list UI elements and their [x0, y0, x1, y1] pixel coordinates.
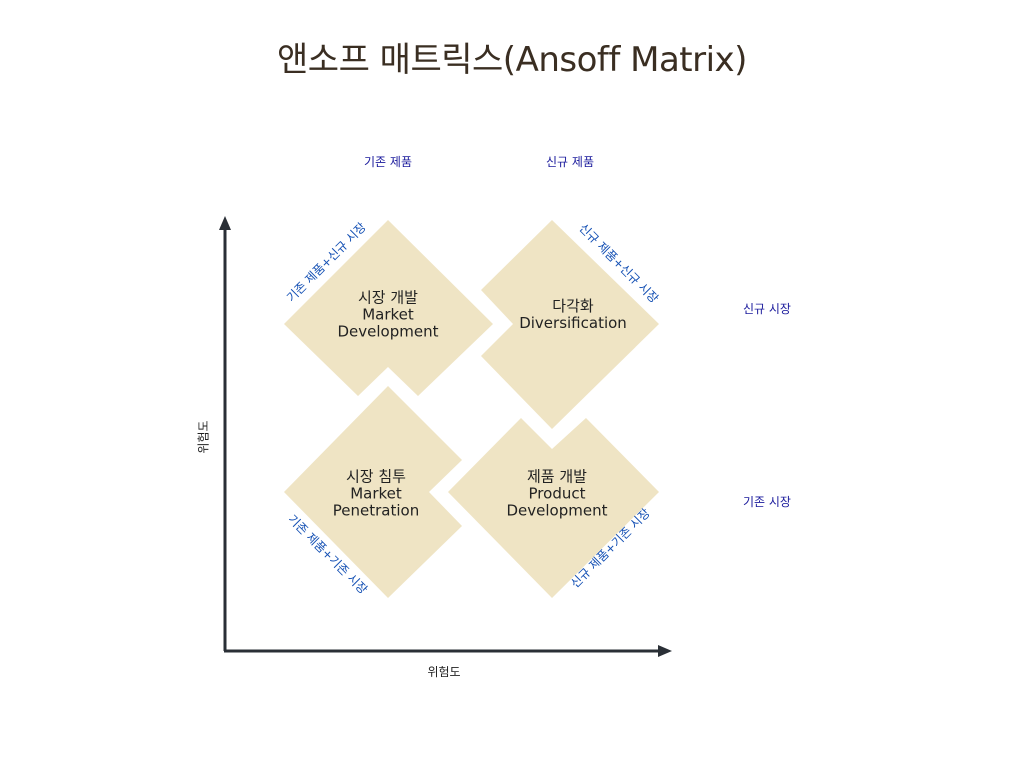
quadrant-market-penetration: 시장 침투 Market Penetration: [332, 467, 420, 520]
row-header-new-market: 신규 시장: [743, 302, 791, 316]
quadrant-title: 다각화: [552, 297, 594, 315]
row-header-existing-market: 기존 시장: [743, 495, 791, 509]
x-axis-arrow-icon: [658, 645, 672, 657]
diversification-diamond: [481, 220, 659, 429]
quadrant-title: 제품 개발: [527, 467, 587, 486]
quadrant-subtitle: Development: [337, 322, 439, 341]
y-axis-arrow-icon: [219, 216, 231, 230]
column-header-new-product: 신규 제품: [546, 155, 594, 169]
market-development-diamond: [284, 220, 493, 396]
quadrant-title: 시장 침투: [346, 467, 406, 486]
quadrant-diversification: 다각화 Diversification: [519, 298, 627, 332]
quadrant-market-development: 시장 개발 Market Development: [337, 288, 439, 341]
market-penetration-diamond: [284, 386, 462, 598]
quadrant-title: 시장 개발: [358, 288, 418, 307]
quadrant-subtitle: Product: [528, 484, 586, 503]
quadrant-subtitle: Market: [350, 484, 402, 503]
quadrant-subtitle: Penetration: [332, 501, 420, 520]
quadrant-product-development: 제품 개발 Product Development: [506, 467, 608, 520]
x-axis-label: 위험도: [427, 665, 461, 679]
quadrant-subtitle: Development: [506, 501, 608, 520]
quadrant-subtitle: Market: [362, 305, 414, 324]
column-header-existing-product: 기존 제품: [364, 155, 412, 169]
quadrant-subtitle: Diversification: [519, 314, 627, 332]
product-development-diamond: [448, 418, 659, 598]
y-axis-label: 위험도: [196, 420, 211, 454]
page-title: 앤소프 매트릭스(Ansoff Matrix): [277, 40, 747, 80]
